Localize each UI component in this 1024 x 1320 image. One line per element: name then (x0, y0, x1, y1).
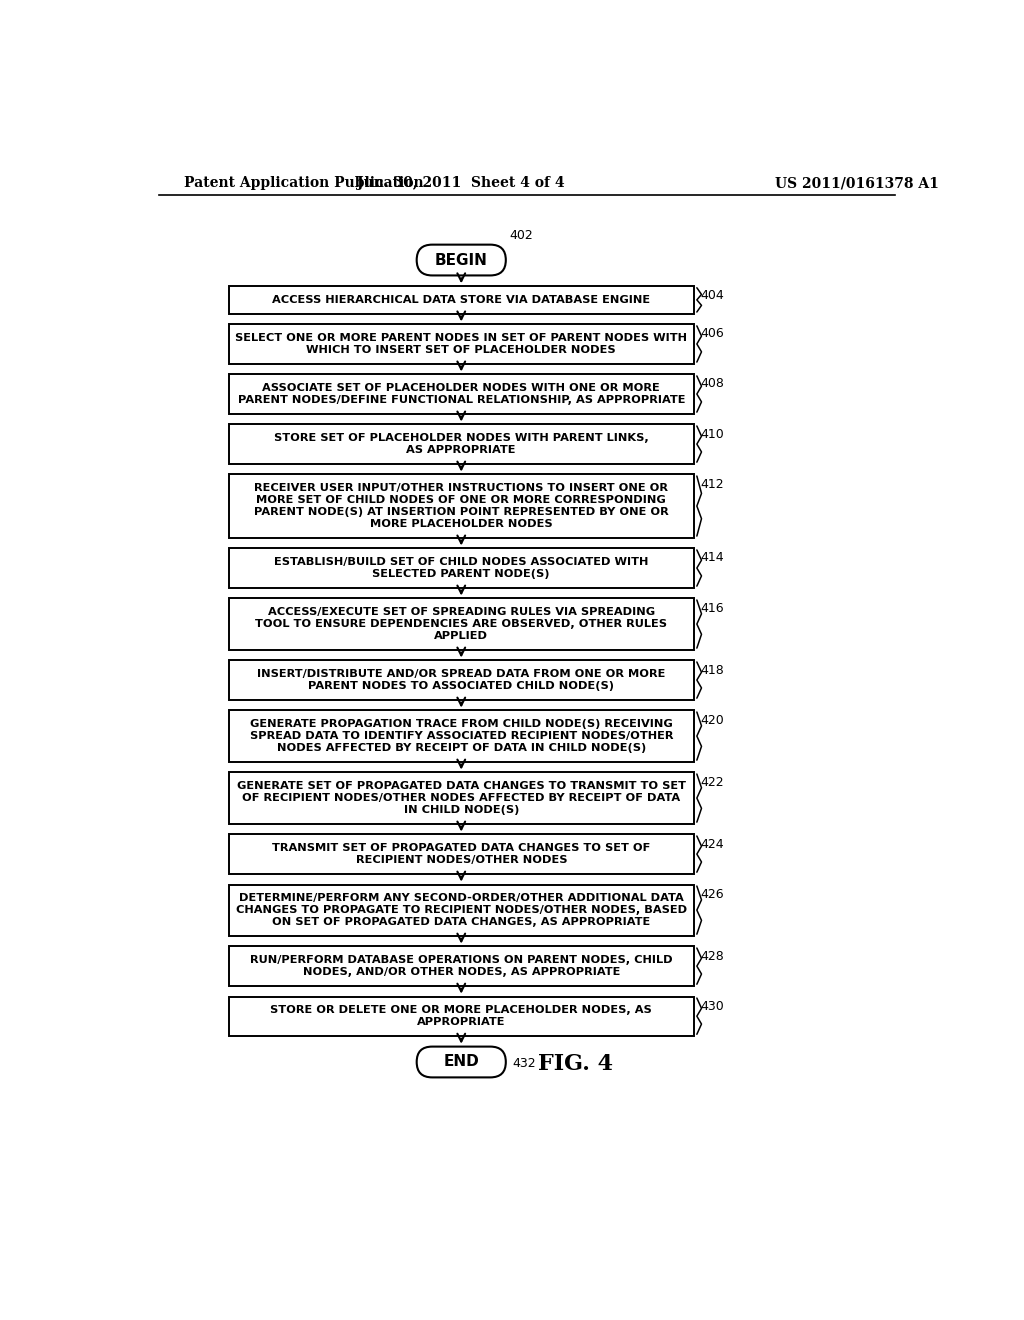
Text: ACCESS HIERARCHICAL DATA STORE VIA DATABASE ENGINE: ACCESS HIERARCHICAL DATA STORE VIA DATAB… (272, 294, 650, 305)
FancyBboxPatch shape (228, 548, 693, 587)
Text: TRANSMIT SET OF PROPAGATED DATA CHANGES TO SET OF
RECIPIENT NODES/OTHER NODES: TRANSMIT SET OF PROPAGATED DATA CHANGES … (272, 843, 650, 865)
Text: DETERMINE/PERFORM ANY SECOND-ORDER/OTHER ADDITIONAL DATA
CHANGES TO PROPAGATE TO: DETERMINE/PERFORM ANY SECOND-ORDER/OTHER… (236, 894, 687, 927)
FancyBboxPatch shape (228, 286, 693, 314)
Text: 404: 404 (700, 289, 724, 302)
Text: ESTABLISH/BUILD SET OF CHILD NODES ASSOCIATED WITH
SELECTED PARENT NODE(S): ESTABLISH/BUILD SET OF CHILD NODES ASSOC… (274, 557, 648, 579)
Text: GENERATE PROPAGATION TRACE FROM CHILD NODE(S) RECEIVING
SPREAD DATA TO IDENTIFY : GENERATE PROPAGATION TRACE FROM CHILD NO… (250, 719, 673, 754)
Text: 418: 418 (700, 664, 724, 677)
Text: US 2011/0161378 A1: US 2011/0161378 A1 (774, 176, 938, 190)
Text: BEGIN: BEGIN (435, 252, 487, 268)
FancyBboxPatch shape (417, 1047, 506, 1077)
FancyBboxPatch shape (228, 997, 693, 1036)
FancyBboxPatch shape (228, 884, 693, 936)
Text: 402: 402 (510, 228, 534, 242)
Text: Jun. 30, 2011  Sheet 4 of 4: Jun. 30, 2011 Sheet 4 of 4 (357, 176, 565, 190)
FancyBboxPatch shape (228, 660, 693, 700)
FancyBboxPatch shape (228, 375, 693, 413)
FancyBboxPatch shape (228, 325, 693, 363)
FancyBboxPatch shape (228, 772, 693, 824)
Text: FIG. 4: FIG. 4 (539, 1052, 613, 1074)
Text: STORE SET OF PLACEHOLDER NODES WITH PARENT LINKS,
AS APPROPRIATE: STORE SET OF PLACEHOLDER NODES WITH PARE… (273, 433, 648, 455)
Text: GENERATE SET OF PROPAGATED DATA CHANGES TO TRANSMIT TO SET
OF RECIPIENT NODES/OT: GENERATE SET OF PROPAGATED DATA CHANGES … (237, 781, 686, 814)
Text: 408: 408 (700, 378, 724, 391)
FancyBboxPatch shape (417, 244, 506, 276)
FancyBboxPatch shape (228, 834, 693, 874)
Text: 432: 432 (512, 1057, 536, 1071)
Text: 426: 426 (700, 887, 724, 900)
Text: 424: 424 (700, 838, 724, 850)
Text: Patent Application Publication: Patent Application Publication (183, 176, 424, 190)
Text: 422: 422 (700, 776, 724, 788)
Text: SELECT ONE OR MORE PARENT NODES IN SET OF PARENT NODES WITH
WHICH TO INSERT SET : SELECT ONE OR MORE PARENT NODES IN SET O… (236, 333, 687, 355)
FancyBboxPatch shape (228, 474, 693, 537)
Text: 410: 410 (700, 428, 724, 441)
Text: 406: 406 (700, 327, 724, 341)
Text: RUN/PERFORM DATABASE OPERATIONS ON PARENT NODES, CHILD
NODES, AND/OR OTHER NODES: RUN/PERFORM DATABASE OPERATIONS ON PAREN… (250, 956, 673, 977)
Text: RECEIVER USER INPUT/OTHER INSTRUCTIONS TO INSERT ONE OR
MORE SET OF CHILD NODES : RECEIVER USER INPUT/OTHER INSTRUCTIONS T… (254, 483, 669, 529)
FancyBboxPatch shape (228, 946, 693, 986)
Text: 414: 414 (700, 552, 724, 565)
Text: END: END (443, 1055, 479, 1069)
Text: 420: 420 (700, 714, 724, 726)
Text: 430: 430 (700, 999, 724, 1012)
FancyBboxPatch shape (228, 598, 693, 649)
Text: 412: 412 (700, 478, 724, 491)
Text: ACCESS/EXECUTE SET OF SPREADING RULES VIA SPREADING
TOOL TO ENSURE DEPENDENCIES : ACCESS/EXECUTE SET OF SPREADING RULES VI… (255, 607, 668, 642)
Text: ASSOCIATE SET OF PLACEHOLDER NODES WITH ONE OR MORE
PARENT NODES/DEFINE FUNCTION: ASSOCIATE SET OF PLACEHOLDER NODES WITH … (238, 383, 685, 405)
Text: 428: 428 (700, 949, 724, 962)
FancyBboxPatch shape (228, 710, 693, 762)
Text: STORE OR DELETE ONE OR MORE PLACEHOLDER NODES, AS
APPROPRIATE: STORE OR DELETE ONE OR MORE PLACEHOLDER … (270, 1006, 652, 1027)
Text: INSERT/DISTRIBUTE AND/OR SPREAD DATA FROM ONE OR MORE
PARENT NODES TO ASSOCIATED: INSERT/DISTRIBUTE AND/OR SPREAD DATA FRO… (257, 669, 666, 692)
FancyBboxPatch shape (228, 425, 693, 463)
Text: 416: 416 (700, 602, 724, 615)
